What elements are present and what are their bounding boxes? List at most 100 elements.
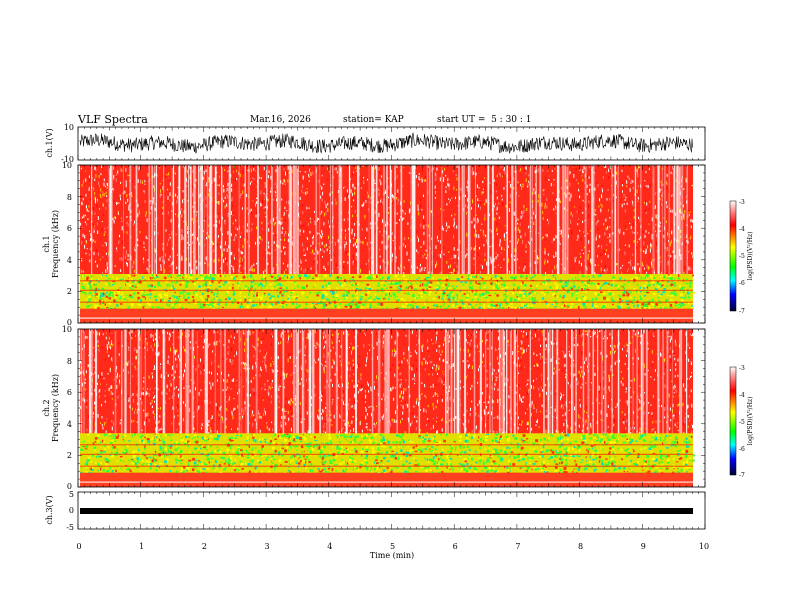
spectrogram-burst xyxy=(271,165,273,304)
spectrogram-cell xyxy=(378,297,382,299)
spectrogram-cell xyxy=(299,229,301,233)
spectrogram-cell xyxy=(527,306,529,309)
spectrogram-cell xyxy=(623,287,625,290)
spectrogram-cell xyxy=(601,284,604,287)
spectrogram-cell xyxy=(292,290,295,293)
spectrogram-cell xyxy=(668,274,672,278)
spectrogram-cell xyxy=(356,239,357,243)
spectrogram-cell xyxy=(679,285,682,288)
spectrogram-cell xyxy=(298,265,300,267)
spectrogram-cell xyxy=(160,285,162,287)
spectrogram-cell xyxy=(375,165,377,169)
spectrogram-cell xyxy=(435,405,437,409)
spectrogram-cell xyxy=(643,277,645,280)
spectrogram-cell xyxy=(593,365,595,367)
spectrogram-cell xyxy=(626,185,628,188)
spectrogram-cell xyxy=(299,402,301,405)
spectrogram-cell xyxy=(571,230,573,235)
spectrogram-cell xyxy=(204,244,206,246)
ch1-waveform-path xyxy=(79,132,693,154)
spectrogram-cell xyxy=(640,287,643,290)
spectrogram-cell xyxy=(520,183,522,187)
spectrogram-cell xyxy=(89,288,93,291)
spectrogram-cell xyxy=(284,410,286,412)
spectrogram-cell xyxy=(243,298,246,300)
spectrogram-cell xyxy=(96,204,98,208)
spectrogram-cell xyxy=(263,207,265,209)
spectrogram-cell xyxy=(230,199,232,202)
spectrogram-cell xyxy=(255,201,257,204)
spectrogram-cell xyxy=(357,305,360,309)
spectrogram-cell xyxy=(473,217,475,222)
spectrogram-cell xyxy=(204,217,206,220)
spectrogram-cell xyxy=(469,276,472,279)
spectrogram-cell xyxy=(483,304,485,308)
spectrogram-burst xyxy=(91,165,93,301)
spectrogram-cell xyxy=(283,212,285,216)
spectrogram-cell xyxy=(382,234,384,237)
spectrogram-cell xyxy=(172,295,175,297)
spectrogram-cell xyxy=(166,393,168,395)
spectrogram-cell xyxy=(480,264,482,267)
spectrogram-cell xyxy=(155,276,159,278)
spectrogram-cell xyxy=(109,291,112,294)
spectrogram-cell xyxy=(280,250,282,253)
spectrogram-cell xyxy=(276,279,280,281)
spectrogram-cell xyxy=(624,413,626,416)
spectrogram-cell xyxy=(202,284,205,287)
spectrogram-cell xyxy=(547,303,550,307)
spectrogram-cell xyxy=(216,290,219,293)
spectrogram-cell xyxy=(535,288,538,290)
spectrogram-cell xyxy=(353,243,355,247)
spectrogram-cell xyxy=(644,180,646,182)
spectrogram-cell xyxy=(582,169,584,174)
spectrogram-cell xyxy=(154,285,156,288)
spectrogram-cell xyxy=(645,200,646,203)
spectrogram-cell xyxy=(397,291,400,293)
spectrogram-cell xyxy=(494,276,496,278)
spectrogram-cell xyxy=(609,197,611,201)
spectrogram-cell xyxy=(663,231,664,234)
spectrogram-cell xyxy=(650,243,652,247)
spectrogram-cell xyxy=(543,189,545,191)
spectrogram-cell xyxy=(94,225,96,227)
ch1-spectrogram-ylabel-frequency: Frequency (kHz) xyxy=(51,210,60,278)
spectrogram-cell xyxy=(306,284,308,288)
spectrogram-cell xyxy=(439,345,441,348)
spectrogram-cell xyxy=(349,281,351,283)
spectrogram-cell xyxy=(318,291,321,294)
spectrogram-cell xyxy=(528,242,530,245)
spectrogram-cell xyxy=(478,306,481,309)
spectrogram-cell xyxy=(343,277,345,279)
spectrogram-cell xyxy=(540,410,542,413)
spectrogram-cell xyxy=(283,275,286,277)
spectrogram-cell xyxy=(288,295,291,298)
spectrogram-cell xyxy=(181,306,184,310)
spectrogram-cell xyxy=(466,298,469,301)
spectrogram-cell xyxy=(191,233,193,236)
spectrogram-burst xyxy=(686,165,688,291)
spectrogram-burst xyxy=(206,165,209,303)
spectrogram-cell xyxy=(177,195,178,200)
spectrogram-cell xyxy=(530,306,533,310)
spectrogram-cell xyxy=(500,252,502,254)
spectrogram-cell xyxy=(240,303,243,305)
spectrogram-cell xyxy=(127,174,129,177)
spectrogram-burst xyxy=(564,165,567,308)
spectrogram-cell xyxy=(426,277,430,279)
spectrogram-cell xyxy=(197,303,199,306)
spectrogram-cell xyxy=(688,297,691,299)
spectrogram-cell xyxy=(542,236,544,238)
spectrogram-cell xyxy=(273,286,276,288)
spectrogram-cell xyxy=(546,205,548,209)
spectrogram-cell xyxy=(633,209,635,212)
spectrogram-cell xyxy=(467,290,470,292)
spectrogram-cell xyxy=(365,408,367,412)
spectrogram-cell xyxy=(323,183,325,186)
spectrogram-cell xyxy=(273,222,275,226)
spectrogram-cell xyxy=(95,295,98,297)
spectrogram-cell xyxy=(486,238,487,243)
spectrogram-cell xyxy=(443,179,444,182)
spectrogram-cell xyxy=(521,330,522,332)
spectrogram-cell xyxy=(213,177,215,182)
